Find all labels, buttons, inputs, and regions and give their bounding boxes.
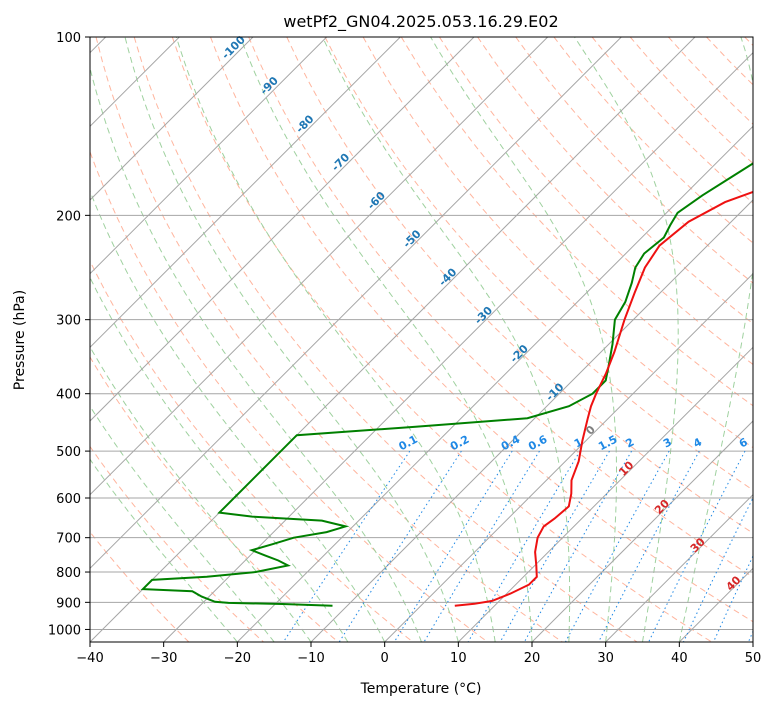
mixing-ratio-line: [598, 450, 700, 642]
x-tick-label: −20: [224, 651, 251, 666]
dry-adiabat-line: [90, 445, 264, 642]
isotherm-line: [90, 37, 328, 275]
isotherms: [90, 37, 753, 642]
y-tick-label: 400: [56, 388, 81, 403]
y-tick-label: 500: [56, 445, 81, 460]
dry-adiabat-line: [324, 37, 753, 491]
y-tick-label: 700: [56, 532, 81, 547]
x-tick-label: −10: [297, 651, 324, 666]
x-tick-label: 20: [524, 651, 541, 666]
y-tick-label: 900: [56, 596, 81, 611]
temperature-series-line: [454, 190, 753, 607]
isotherm-line: [457, 346, 753, 642]
dry-adiabat-line: [133, 37, 638, 642]
isotherm-line: [163, 51, 753, 642]
mixing-ratio-line: [499, 450, 610, 642]
x-tick-label: −30: [150, 651, 177, 666]
moist-adiabat-line: [678, 37, 753, 642]
moist-adiabat-line: [124, 37, 459, 642]
plot-frame: [89, 36, 754, 643]
mixing-ratio-line: [282, 450, 411, 642]
moist-adiabat-line: [90, 276, 349, 642]
isotherm-line: [236, 125, 753, 642]
x-tick-label: −40: [76, 651, 103, 666]
dry-adiabat-line: [248, 37, 753, 578]
moist-adiabat-line: [90, 189, 386, 642]
mixing-ratio-lines: [282, 450, 753, 642]
y-axis-title: Pressure (hPa): [12, 290, 28, 390]
moist-adiabat-line: [90, 405, 275, 642]
y-tick-label: 300: [56, 314, 81, 329]
isotherm-line: [90, 37, 622, 570]
x-tick-label: 10: [450, 651, 467, 666]
moist-adiabat-line: [239, 37, 533, 642]
dry-adiabats: [90, 37, 753, 642]
mixing-ratio-line: [565, 450, 670, 642]
y-tick-label: 200: [56, 209, 81, 224]
y-tick-label: 100: [56, 31, 81, 46]
moist-adiabat-line: [175, 37, 496, 642]
y-axis: 100 200 300 400 500 600 700 800 900 1000: [48, 31, 90, 638]
dry-adiabat-line: [210, 37, 753, 623]
mixing-ratio-line: [467, 450, 581, 642]
dewpoint-series-line: [140, 162, 753, 607]
dry-adiabat-line: [438, 37, 753, 366]
moist-adiabat-line: [574, 37, 679, 642]
isotherm-line: [90, 37, 254, 201]
isotherm-line: [384, 272, 753, 642]
y-tick-label: 600: [56, 492, 81, 507]
isotherm-line: [531, 420, 753, 642]
x-tick-label: 50: [745, 651, 762, 666]
moist-adiabat-line: [430, 37, 617, 642]
y-tick-label: 800: [56, 566, 81, 581]
mixing-ratio-line: [338, 450, 462, 642]
plot-area: [90, 37, 753, 642]
chart-title: wetPf2_GN04.2025.053.16.29.E02: [283, 12, 558, 32]
x-tick-label: 30: [597, 651, 614, 666]
dry-adiabat-line: [90, 150, 488, 642]
mixing-ratio-line: [713, 554, 753, 642]
isotherm-line: [90, 37, 549, 496]
x-axis: −40 −30 −20 −10 0 10 20 30 40 50: [76, 642, 761, 666]
moist-adiabat-line: [90, 65, 422, 642]
mixing-ratio-line: [423, 450, 540, 642]
isotherm-line: [90, 37, 401, 349]
dry-adiabat-line: [90, 356, 339, 642]
x-axis-title: Temperature (°C): [360, 681, 482, 697]
moist-adiabat-line: [90, 458, 238, 642]
dry-adiabat-line: [477, 37, 753, 325]
mixing-ratio-line: [648, 450, 746, 642]
y-tick-label: 1000: [48, 623, 81, 638]
isotherm-line: [90, 37, 696, 642]
isobars: [90, 37, 753, 630]
mixing-ratio-line: [523, 450, 633, 642]
x-tick-label: 40: [671, 651, 688, 666]
dry-adiabat-line: [95, 37, 563, 642]
background-lines: [90, 37, 753, 642]
x-tick-label: 0: [381, 651, 389, 666]
isotherm-line: [605, 493, 753, 642]
profiles: [140, 162, 753, 607]
moist-adiabat-line: [322, 37, 571, 642]
isotherm-line: [90, 37, 475, 422]
